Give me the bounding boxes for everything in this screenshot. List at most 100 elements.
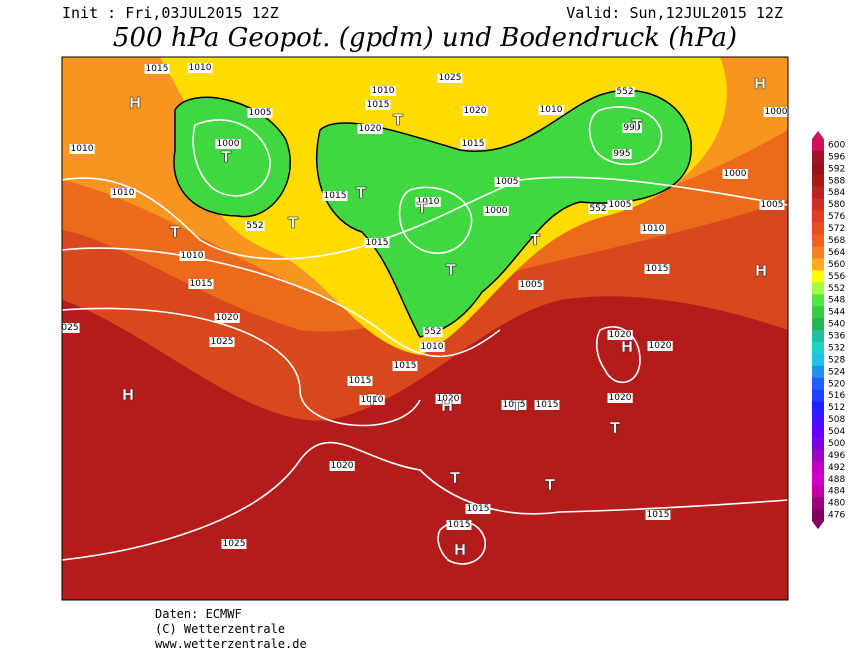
isobar-label: 1015 — [324, 191, 347, 201]
isobar-label: 1015 — [448, 520, 471, 530]
legend-label: 584 — [828, 188, 845, 198]
isobar — [192, 119, 271, 197]
isobar-label: 1005 — [761, 200, 784, 210]
isobar-label-box — [612, 149, 632, 159]
isobar-label-box — [357, 124, 383, 134]
isobar-label-box — [644, 264, 670, 274]
isobar-label: 1015 — [462, 139, 485, 149]
isobar-label: 1025 — [439, 73, 462, 83]
isobar-label: 552 — [616, 87, 633, 97]
legend-swatch — [812, 341, 824, 355]
legend-label: 508 — [828, 415, 845, 425]
isobar-label-box — [110, 188, 136, 198]
legend-swatch — [812, 198, 824, 211]
isobar-label: 1005 — [520, 280, 543, 290]
isobar-label-box — [435, 394, 461, 404]
isobar-label: 1005 — [496, 177, 519, 187]
legend-swatch — [812, 150, 824, 164]
isobar-label: 1010 — [71, 144, 94, 154]
isobar — [62, 307, 421, 427]
isobar-label: 1015 — [349, 376, 372, 386]
isobar-label: 1000 — [485, 206, 508, 216]
map-frame — [61, 56, 789, 601]
legend-label: 476 — [828, 511, 845, 521]
isobar-label-box — [179, 251, 205, 261]
isobar-label-box — [483, 206, 509, 216]
isobar-label: 1005 — [249, 108, 272, 118]
legend-swatch — [812, 234, 824, 247]
legend-label: 592 — [828, 164, 845, 174]
isobar-label: 552 — [424, 327, 441, 337]
legend-label: 480 — [828, 499, 845, 509]
isobar-label-box — [446, 520, 472, 530]
isobar-label: 552 — [589, 204, 606, 214]
legend-label: 536 — [828, 332, 845, 342]
legend-swatch — [812, 210, 824, 223]
isobar-label-box — [722, 169, 748, 179]
legend-swatch — [812, 294, 824, 307]
isobar-label-box — [759, 200, 785, 210]
isobar-label: 025 — [61, 323, 78, 333]
legend-label: 528 — [828, 355, 845, 365]
isobar-label-box — [588, 204, 608, 214]
pressure-center: H — [454, 541, 467, 559]
legend-label: 596 — [828, 152, 845, 162]
isobar — [62, 441, 788, 561]
isobar-label-box — [221, 539, 247, 549]
legend-swatch — [812, 365, 824, 379]
legend-swatch — [812, 318, 824, 331]
legend-swatch — [812, 473, 824, 486]
isobar-label-box — [187, 63, 213, 73]
isobar-label: 1015 — [646, 264, 669, 274]
legend-swatch — [812, 425, 824, 438]
pressure-center: T — [170, 223, 181, 241]
isobar-label: 1025 — [211, 337, 234, 347]
legend-label: 556 — [828, 272, 845, 282]
isobar-label-box — [214, 313, 240, 323]
isobar-label: 1015 — [146, 64, 169, 74]
isobar-label: 1010 — [417, 197, 440, 207]
isobar-label-box — [329, 461, 355, 471]
map-labels: 1015 1010 1025 1010 1015 1005 1020 1010 1000 1010… — [61, 63, 788, 559]
isobar-label: 1010 — [181, 251, 204, 261]
isobar-label: 1010 — [421, 342, 444, 352]
legend-swatch — [812, 139, 824, 152]
isobar-label-box — [534, 400, 560, 410]
legend-label: 588 — [828, 176, 845, 186]
isobar-label: 1015 — [503, 400, 526, 410]
legend-label: 544 — [828, 308, 845, 318]
pressure-center: T — [356, 184, 367, 202]
pressure-center: T — [367, 391, 378, 409]
legend-swatch — [812, 377, 824, 391]
isobar-label-box — [640, 224, 666, 234]
legend-label: 580 — [828, 200, 845, 210]
isobar-label-box — [460, 139, 486, 149]
isobar-label: 1005 — [609, 200, 632, 210]
isobar-label-box — [188, 279, 214, 289]
legend-swatch — [812, 174, 824, 188]
isobar-label: 1010 — [112, 188, 135, 198]
pressure-center: T — [530, 231, 541, 249]
legend-swatch — [812, 437, 824, 450]
isobar-label: 1015 — [190, 279, 213, 289]
pressure-center: H — [441, 397, 454, 415]
pressure-center: H — [621, 338, 634, 356]
color-legend: 600 596 592 588 584 580 576 572 568 564 560 556 552 5… — [812, 131, 845, 530]
isobar-label-box — [538, 105, 564, 115]
legend-swatch — [812, 401, 824, 414]
legend-label: 548 — [828, 296, 845, 306]
pressure-center: T — [545, 476, 556, 494]
isobar-label-box — [622, 123, 642, 133]
legend-label: 564 — [828, 248, 845, 258]
pressure-center: T — [446, 261, 457, 279]
isobar-label-box — [607, 200, 633, 210]
isobar — [588, 106, 663, 166]
isobar-label: 1020 — [649, 341, 672, 351]
isobar-label-box — [615, 87, 635, 97]
footer-line: Daten: ECMWF — [155, 607, 242, 621]
pressure-center: T — [610, 419, 621, 437]
legend-label: 524 — [828, 367, 845, 377]
pressure-center: T — [417, 199, 428, 217]
isobar-label-box — [392, 361, 418, 371]
